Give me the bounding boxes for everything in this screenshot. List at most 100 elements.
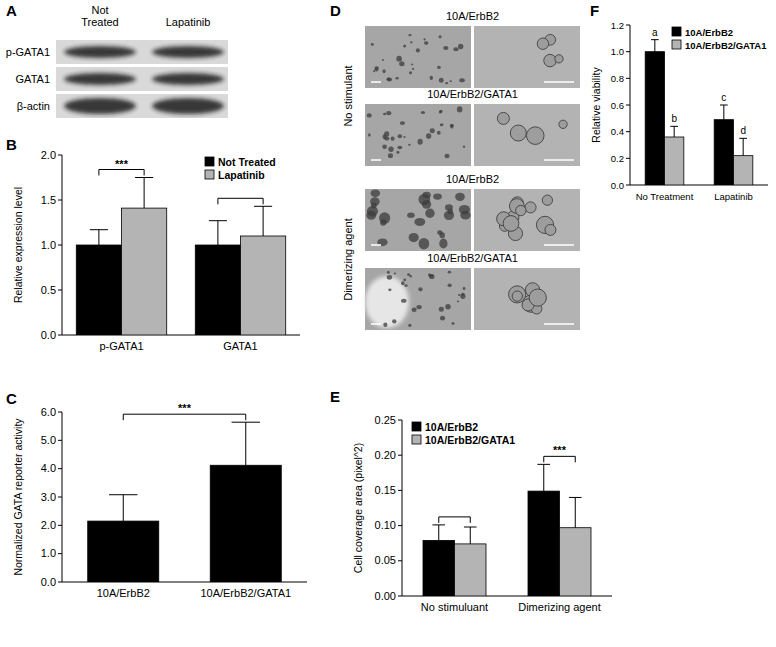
y-tick-label: 2.0 [41,149,56,161]
bar [528,491,560,596]
cell-speck [439,239,447,249]
micrograph-bg [365,189,471,251]
cell-speck [397,146,402,149]
y-tick [398,490,402,491]
cell-speck [411,63,413,65]
cell-speck [437,230,442,235]
cell-speck [445,304,450,310]
cell-speck [370,197,380,206]
row-label: β-actin [17,100,50,112]
micrograph [365,104,471,166]
cell-speck [387,77,392,81]
legend-label: Lapatinib [218,169,265,181]
group-label: No stimulant [342,65,354,126]
y-tick-label: 1.0 [41,239,56,251]
cell-speck [387,271,390,274]
cell [497,112,509,124]
cell-speck [394,273,396,275]
cell-speck [371,43,374,46]
y-tick-label: 1.2 [611,20,624,31]
legend-swatch [205,170,214,179]
cell-speck [425,209,434,218]
cell-speck [387,275,392,280]
y-tick [626,185,630,186]
cell-speck [458,294,461,296]
cell [545,224,556,235]
error-stem [263,206,264,236]
cell-speck [382,59,384,61]
cell [510,125,526,141]
cell [525,202,536,213]
western-blot: ANotTreatedLapatinibp-GATA1GATA1β-actin [6,2,228,118]
column-label-line: Treated [81,16,119,28]
cell-speck [448,271,452,274]
cell [516,205,526,215]
error-cap [254,206,272,207]
y-tick-label: 2.0 [41,519,56,531]
cell-speck [384,131,389,136]
image-label: 10A/ErbB2/GATA1 [427,252,518,264]
error-bar [651,40,659,52]
cell-speck [400,121,405,125]
bar [665,137,684,185]
blot-band [152,73,224,85]
legend-swatch [412,422,421,431]
cell-speck [447,283,451,287]
error-bar [90,230,108,245]
cell-speck [367,113,372,117]
cell-speck [386,78,390,81]
cell-speck [421,111,425,114]
y-tick-label: 0.0 [41,329,56,341]
y-tick-label: 0.05 [375,554,396,566]
error-bar [109,495,137,521]
panel-label: E [330,388,340,405]
cell-speck [383,113,386,116]
cell-speck [455,193,465,201]
x-tick-label: Dimerizing agent [518,601,601,613]
scale-bar [544,159,574,161]
cell-speck [463,287,466,290]
y-tick [58,335,62,336]
micrograph [474,104,580,166]
cell-speck [428,273,431,276]
cell-speck [439,307,444,312]
cell-speck [445,82,448,84]
cell-speck [440,110,443,113]
cell-speck [388,288,391,291]
y-tick-label: 0.5 [41,284,56,296]
panel-label: B [6,136,17,153]
y-tick-label: 0.0 [41,576,56,588]
micrograph [474,189,580,251]
panel-label: A [6,2,17,19]
cell-speck [368,133,371,136]
cell [537,38,548,49]
y-tick [626,131,630,132]
legend-swatch [412,435,421,444]
y-axis-label: Relative expression level [12,187,24,303]
scale-bar [371,159,381,161]
bar [76,245,121,335]
cell-speck [403,45,406,48]
micrograph-bg [474,268,580,330]
marks [76,178,285,336]
bar [122,208,167,335]
column-label: NotTreated [81,4,119,28]
marks [645,40,753,185]
micrograph [365,189,471,251]
error-cap [209,220,227,221]
column-label-line: Lapatinib [166,16,211,28]
cell-speck [408,144,411,146]
figure: ANotTreatedLapatinibp-GATA1GATA1β-actinD… [0,0,776,647]
y-axis-label: Normalized GATA reporter activity [12,418,24,576]
error-bar [232,422,260,465]
cell-speck [459,205,470,215]
error-bar [670,126,678,137]
y-tick [58,440,62,441]
bar-chart: F0.00.20.40.60.81.01.2Relative viability… [590,2,768,202]
cell-speck [459,78,465,82]
cell-speck [409,71,412,74]
blot-strip [56,67,228,91]
column-label-line: Not [91,4,108,16]
blot-strip [56,40,228,64]
micrograph [365,268,471,330]
